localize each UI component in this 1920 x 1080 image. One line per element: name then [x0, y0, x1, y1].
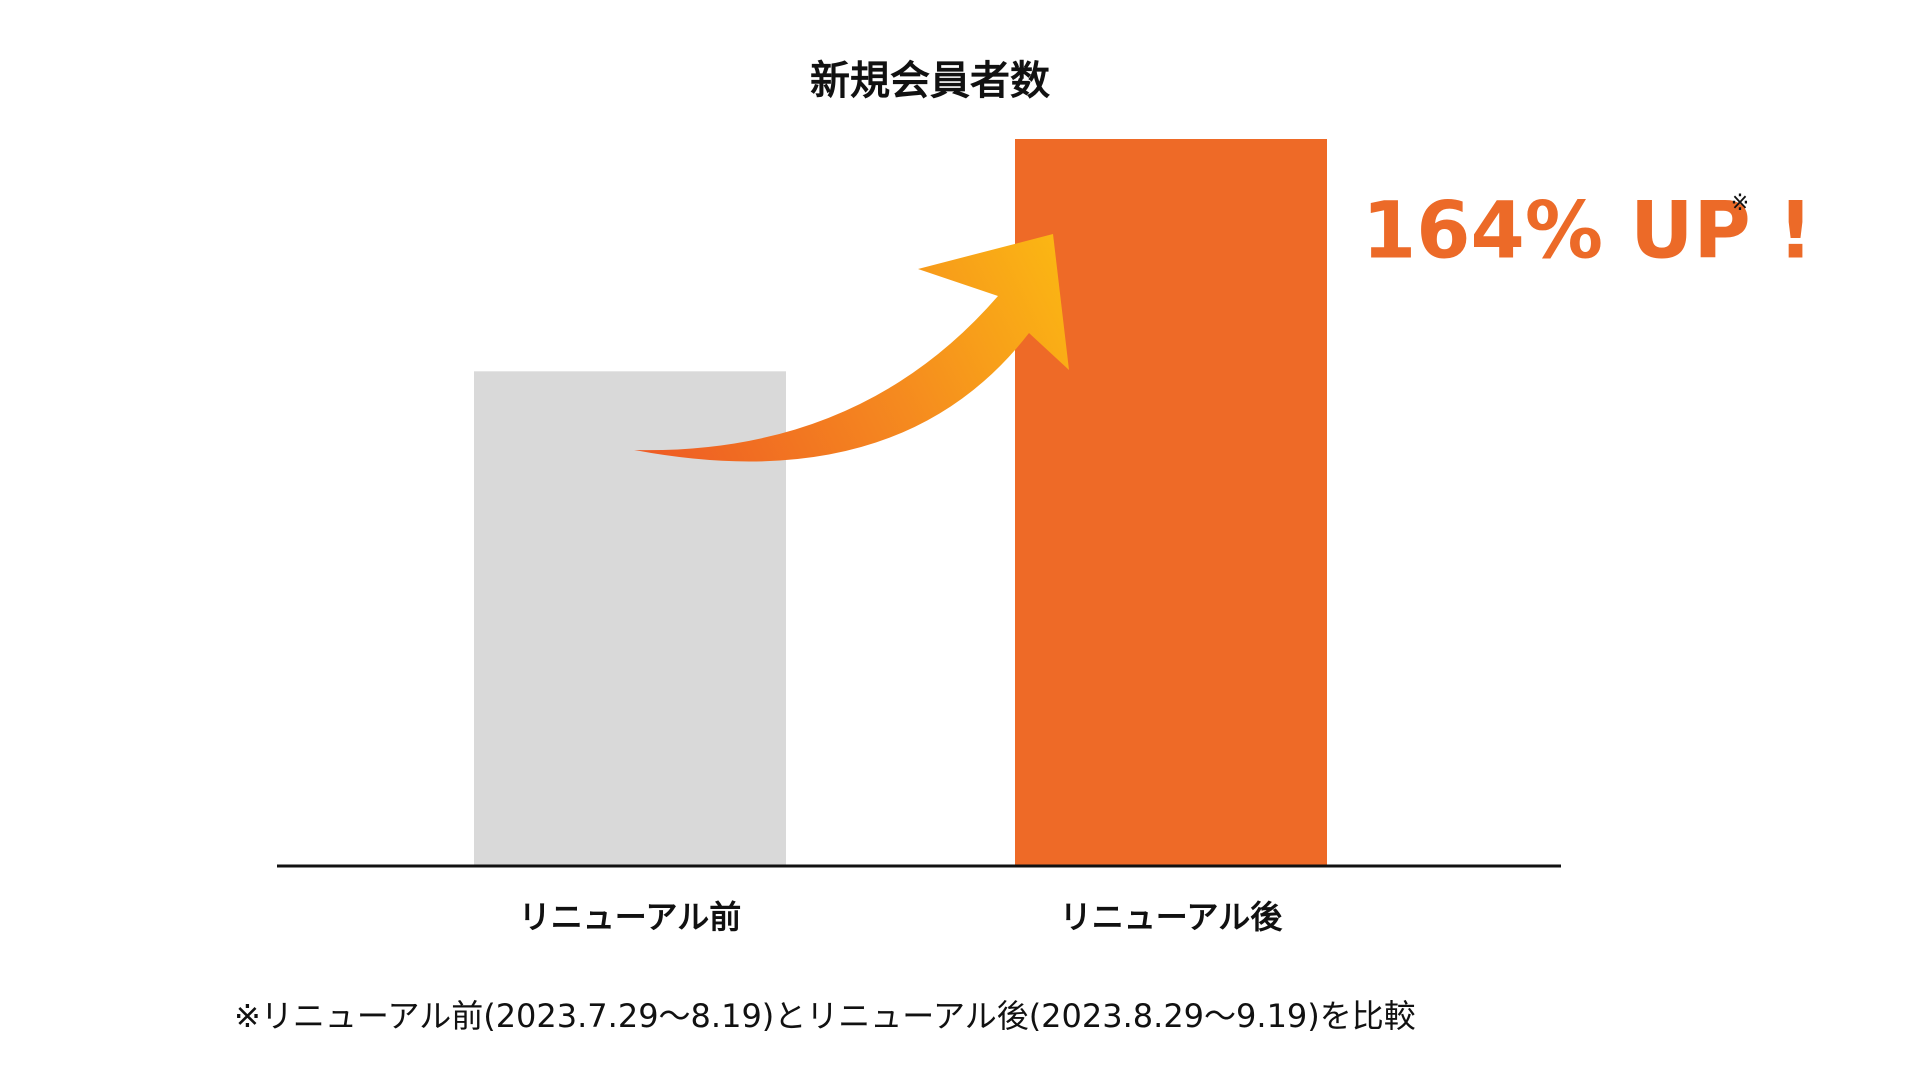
footnote: ※リニューアル前(2023.7.29～8.19)とリニューアル後(2023.8.… [234, 997, 1416, 1035]
chart-title: 新規会員者数 [810, 58, 1050, 104]
annotation: 164% UP ! [1362, 186, 1813, 276]
annotation-mark: ※ [1731, 191, 1749, 216]
x-tick-label: リニューアル後 [1060, 898, 1283, 936]
bar [1015, 139, 1327, 865]
growth-arrow [634, 234, 1069, 462]
x-tick-label: リニューアル前 [519, 898, 741, 936]
bars [474, 139, 1327, 865]
